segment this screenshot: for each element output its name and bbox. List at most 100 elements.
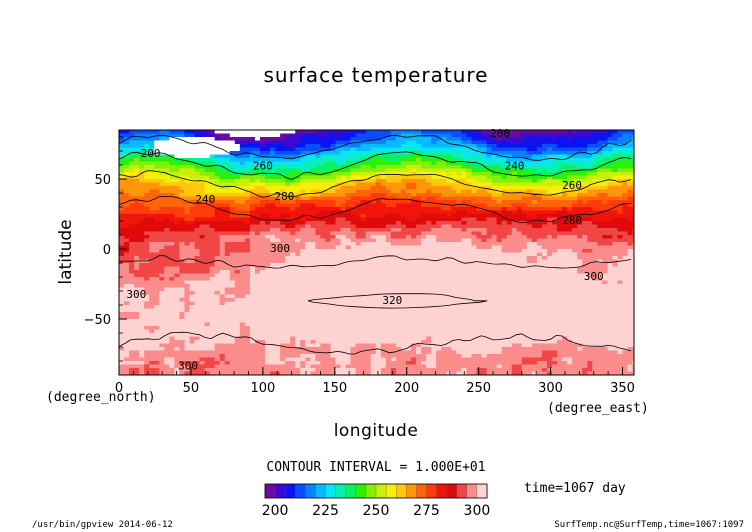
heatmap-cell [431,228,437,233]
heatmap-cell [421,154,427,159]
heatmap-cell [340,193,347,198]
heatmap-cell [219,252,226,257]
heatmap-cell [300,165,306,170]
heatmap-cell [174,284,181,289]
heatmap-cell [541,242,548,247]
heatmap-cell [360,284,367,289]
heatmap-cell [567,277,573,282]
heatmap-cell [436,172,442,177]
heatmap-cell [265,207,271,212]
heatmap-cell [491,133,498,138]
heatmap-cell [335,284,342,289]
heatmap-cell [380,161,387,166]
heatmap-cell [159,182,165,187]
heatmap-cell [194,224,201,229]
heatmap-cell [259,256,266,261]
heatmap-cell [214,242,221,247]
heatmap-cell [315,179,321,184]
heatmap-cell [305,298,311,303]
heatmap-cell [546,203,553,208]
heatmap-cell [300,228,306,233]
heatmap-cell [552,221,558,226]
heatmap-cell [365,154,372,159]
heatmap-cell [315,256,321,261]
heatmap-cell [340,277,347,282]
heatmap-cell [390,189,397,194]
heatmap-cell [325,165,332,170]
heatmap-cell [179,228,186,233]
heatmap-cell [300,186,306,191]
heatmap-cell [400,270,407,275]
heatmap-cell [184,130,191,135]
heatmap-cell [199,242,206,247]
heatmap-cell [340,130,347,135]
heatmap-cell [506,242,513,247]
heatmap-cell [385,168,392,173]
heatmap-cell [119,291,125,296]
heatmap-cell [471,221,478,226]
heatmap-cell [199,249,206,254]
heatmap-cell [345,280,352,285]
heatmap-cell [224,144,231,149]
heatmap-cell [249,242,256,247]
heatmap-cell [365,168,372,173]
heatmap-cell [395,277,402,282]
heatmap-cell [436,147,442,152]
heatmap-cell [290,242,296,247]
heatmap-cell [622,263,629,268]
heatmap-cell [209,193,216,198]
heatmap-cell [526,182,533,187]
heatmap-cell [164,161,170,166]
heatmap-cell [270,130,276,135]
heatmap-cell [305,287,311,292]
heatmap-cell [536,231,543,236]
heatmap-cell [254,287,261,292]
heatmap-cell [582,249,588,254]
heatmap-cell [224,263,231,268]
heatmap-cell [199,224,206,229]
heatmap-cell [239,179,246,184]
heatmap-cell [441,249,447,254]
heatmap-cell [521,273,528,278]
heatmap-cell [562,147,568,152]
heatmap-cell [124,252,130,257]
heatmap-cell [486,189,493,194]
heatmap-cell [400,175,407,180]
heatmap-cell [390,224,397,229]
heatmap-cell [224,133,231,138]
heatmap-cell [189,203,196,208]
heatmap-cell [174,242,181,247]
heatmap-cell [259,151,266,156]
heatmap-cell [189,235,196,240]
heatmap-cell [602,140,608,145]
heatmap-cell [330,175,337,180]
heatmap-cell [622,235,629,240]
heatmap-cell [461,256,467,261]
heatmap-cell [451,249,457,254]
heatmap-cell [572,137,578,142]
heatmap-cell [531,266,538,271]
heatmap-cell [119,161,125,166]
heatmap-cell [249,130,256,135]
heatmap-cell [516,273,523,278]
heatmap-cell [249,294,256,299]
heatmap-cell [416,147,422,152]
heatmap-cell [209,151,216,156]
heatmap-cell [149,214,155,219]
heatmap-cell [562,270,568,275]
heatmap-cell [275,217,281,222]
heatmap-cell [164,168,170,173]
heatmap-cell [305,193,311,198]
heatmap-cell [149,186,155,191]
heatmap-cell [491,144,498,149]
heatmap-cell [345,154,352,159]
heatmap-cell [194,214,201,219]
heatmap-cell [411,144,417,149]
heatmap-cell [491,179,498,184]
heatmap-cell [204,133,211,138]
heatmap-cell [365,203,372,208]
heatmap-cell [552,154,558,159]
heatmap-cell [129,168,135,173]
heatmap-cell [582,270,588,275]
heatmap-cell [521,147,528,152]
